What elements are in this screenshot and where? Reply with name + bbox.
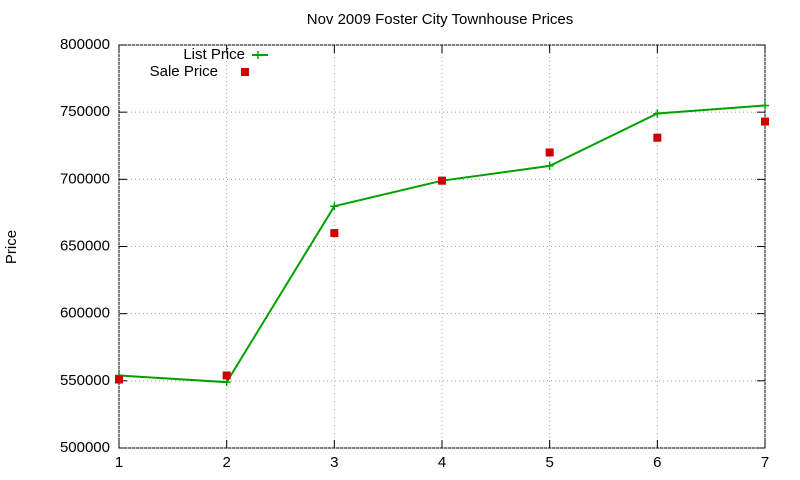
point-marker bbox=[761, 117, 769, 126]
x-tick-label: 3 bbox=[330, 454, 338, 471]
x-tick-label: 6 bbox=[653, 454, 661, 471]
point-marker bbox=[330, 202, 339, 211]
x-tick-label: 1 bbox=[115, 454, 123, 471]
point-marker bbox=[222, 371, 231, 380]
point-marker bbox=[545, 148, 554, 157]
point-marker bbox=[653, 133, 662, 142]
y-tick-label: 700000 bbox=[60, 170, 110, 187]
chart-title: Nov 2009 Foster City Townhouse Prices bbox=[307, 11, 574, 28]
series-line bbox=[118, 104, 766, 384]
point-marker bbox=[438, 176, 446, 185]
y-tick-label: 650000 bbox=[60, 237, 110, 254]
y-tick-label: 800000 bbox=[60, 36, 110, 53]
y-axis-label: Price bbox=[3, 230, 20, 264]
x-tick-label: 7 bbox=[761, 454, 769, 471]
y-tick-label: 600000 bbox=[60, 305, 110, 322]
point-marker bbox=[653, 109, 662, 118]
point-marker bbox=[115, 375, 123, 384]
point-marker bbox=[222, 378, 231, 387]
legend-label: List Price bbox=[183, 46, 245, 63]
legend-swatch bbox=[254, 51, 262, 59]
legend-swatch bbox=[241, 68, 249, 76]
x-tick-label: 4 bbox=[438, 454, 446, 471]
x-tick-label: 5 bbox=[545, 454, 553, 471]
x-tick-label: 2 bbox=[222, 454, 230, 471]
point-marker bbox=[545, 161, 554, 170]
y-tick-label: 500000 bbox=[60, 439, 110, 456]
point-marker bbox=[330, 229, 339, 238]
y-tick-label: 550000 bbox=[60, 372, 110, 389]
legend-label: Sale Price bbox=[150, 63, 218, 80]
y-tick-label: 750000 bbox=[60, 103, 110, 120]
point-marker bbox=[761, 101, 769, 110]
